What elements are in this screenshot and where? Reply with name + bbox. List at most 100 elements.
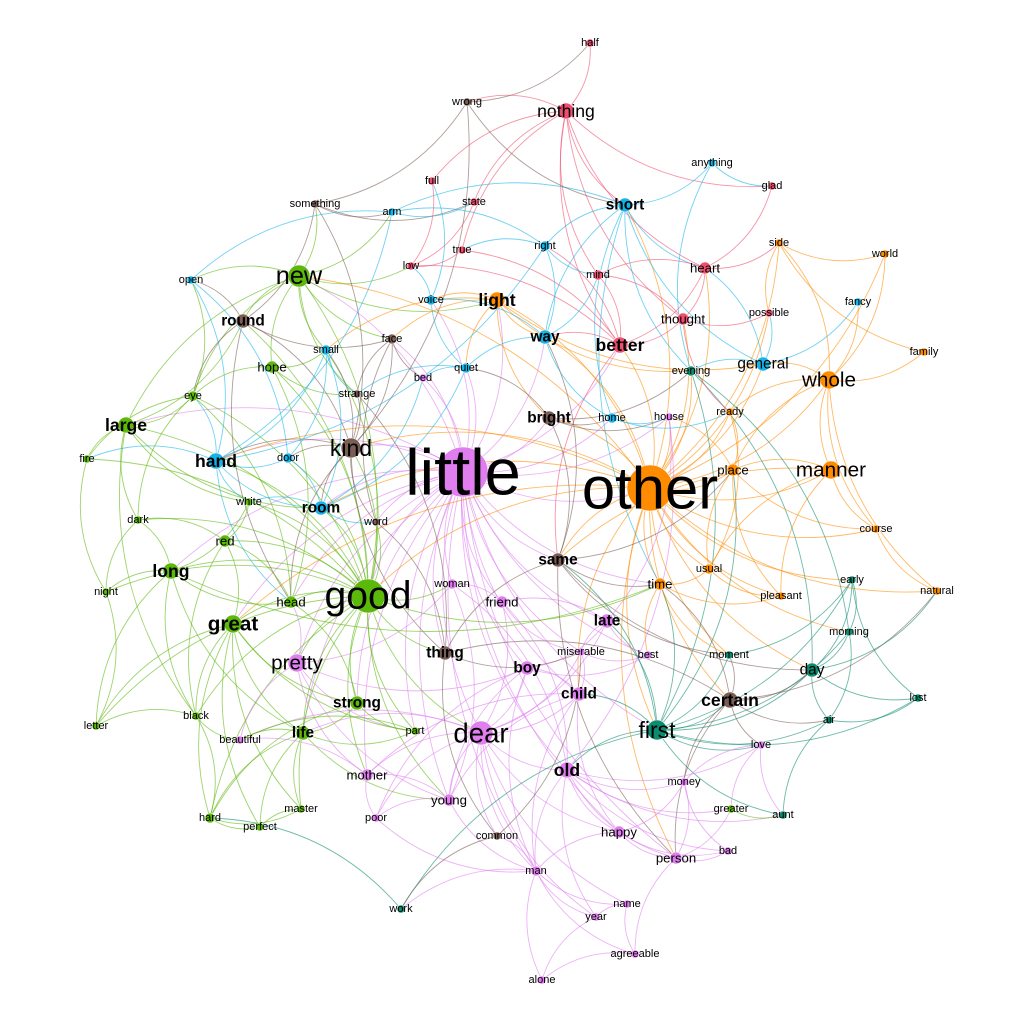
edge-strong-hard bbox=[209, 702, 358, 819]
node-label-quiet: quiet bbox=[454, 362, 478, 374]
edge-whole-place bbox=[732, 379, 830, 471]
edge-first-love bbox=[656, 729, 762, 751]
node-label-fire: fire bbox=[79, 453, 94, 465]
edge-little-young bbox=[419, 471, 464, 801]
edge-old-bad bbox=[566, 769, 729, 852]
edge-thought-possible bbox=[682, 312, 770, 327]
edge-short-anything bbox=[624, 162, 713, 206]
edge-same-thing bbox=[444, 559, 559, 654]
edge-happy-bad bbox=[618, 831, 729, 856]
node-white bbox=[244, 497, 254, 507]
edge-low-state bbox=[410, 201, 475, 267]
node-label-air: air bbox=[823, 714, 836, 726]
edge-short-evening bbox=[624, 204, 692, 372]
edge-certain-money bbox=[683, 699, 731, 783]
node-label-miserable: miserable bbox=[557, 646, 605, 658]
edge-good-time bbox=[367, 583, 661, 623]
node-usual bbox=[703, 563, 715, 575]
node-label-whole: whole bbox=[801, 369, 856, 392]
node-label-best: best bbox=[638, 649, 659, 661]
edge-great-strong bbox=[232, 623, 358, 704]
edge-new-open bbox=[190, 265, 300, 281]
edge-place-house bbox=[668, 416, 734, 471]
edge-dear-man bbox=[480, 732, 537, 872]
node-side bbox=[774, 238, 784, 248]
node-woman bbox=[446, 578, 458, 590]
node-beautiful bbox=[235, 735, 245, 745]
node-label-mother: mother bbox=[346, 768, 388, 783]
edge-miserable-best bbox=[580, 651, 649, 662]
node-dear bbox=[468, 720, 494, 746]
node-common bbox=[492, 831, 502, 841]
node-late bbox=[599, 613, 615, 629]
edge-same-way bbox=[544, 336, 577, 561]
node-label-morning: morning bbox=[829, 626, 869, 638]
edge-good-night bbox=[105, 564, 369, 597]
node-life bbox=[295, 725, 311, 741]
edge-face-word bbox=[362, 338, 393, 523]
edge-old-friend bbox=[501, 601, 568, 771]
edge-good-round bbox=[242, 320, 369, 597]
edge-new-strange bbox=[298, 275, 358, 395]
node-label-way: way bbox=[529, 329, 560, 346]
edge-better-same bbox=[554, 344, 621, 561]
node-pretty bbox=[287, 653, 307, 673]
edge-new-light bbox=[298, 275, 498, 312]
node-same bbox=[550, 552, 566, 568]
node-small bbox=[320, 344, 332, 356]
edge-head-red bbox=[224, 540, 292, 603]
edge-boy-poor bbox=[375, 667, 528, 819]
edge-room-bed bbox=[320, 377, 424, 509]
node-morning bbox=[844, 627, 854, 637]
node-fancy bbox=[853, 297, 863, 307]
edge-other-whole bbox=[649, 379, 830, 489]
edge-other-way bbox=[544, 336, 651, 489]
node-label-nothing: nothing bbox=[537, 101, 595, 121]
node-course bbox=[871, 524, 881, 534]
node-label-love: love bbox=[751, 739, 771, 751]
edge-short-right bbox=[544, 204, 626, 247]
node-label-friend: friend bbox=[486, 595, 519, 610]
node-label-state: state bbox=[462, 196, 486, 208]
node-label-hope: hope bbox=[257, 360, 286, 375]
node-hope bbox=[265, 360, 279, 374]
edge-money-bad bbox=[683, 781, 729, 852]
node-label-long: long bbox=[152, 561, 189, 581]
edge-thought-ready bbox=[682, 318, 731, 413]
edge-usual-pleasant bbox=[708, 568, 782, 597]
node-part bbox=[410, 726, 420, 736]
edge-red-black bbox=[188, 540, 226, 717]
edge-wrong-short bbox=[466, 101, 626, 206]
edge-good-life bbox=[302, 595, 369, 734]
edge-other-early bbox=[649, 487, 853, 581]
edge-other-moment bbox=[649, 487, 730, 656]
node-label-moment: moment bbox=[709, 649, 749, 661]
edge-other-person bbox=[620, 487, 677, 859]
label-layer: little other good dear new kind first pretty who… bbox=[79, 37, 953, 986]
node-label-strange: strange bbox=[339, 388, 376, 400]
node-label-agreeable: agreeable bbox=[611, 948, 660, 960]
edge-man-agreeable bbox=[535, 870, 636, 955]
edge-love-greater bbox=[730, 744, 762, 810]
edge-other-child bbox=[577, 487, 651, 695]
edge-new-face bbox=[298, 275, 393, 340]
node-label-light: light bbox=[478, 290, 515, 310]
node-label-first: first bbox=[638, 717, 676, 743]
edge-anything-evening bbox=[676, 162, 713, 372]
node-label-late: late bbox=[594, 613, 621, 630]
node-natural bbox=[932, 586, 942, 596]
edge-long-black bbox=[164, 570, 197, 717]
edge-wrong-half bbox=[466, 42, 591, 103]
edge-good-letter bbox=[95, 595, 369, 727]
edge-heart-mind bbox=[597, 259, 706, 276]
node-label-alone: alone bbox=[529, 974, 556, 986]
edge-thought-mind bbox=[597, 274, 684, 320]
edge-face-strange bbox=[356, 338, 393, 395]
node-label-other: other bbox=[582, 455, 718, 522]
edge-eye-open bbox=[190, 279, 206, 397]
edge-new-low bbox=[298, 265, 412, 285]
node-old bbox=[558, 761, 576, 779]
node-label-small: small bbox=[313, 344, 339, 356]
edge-place-course bbox=[732, 469, 877, 530]
node-label-bad: bad bbox=[719, 845, 737, 857]
